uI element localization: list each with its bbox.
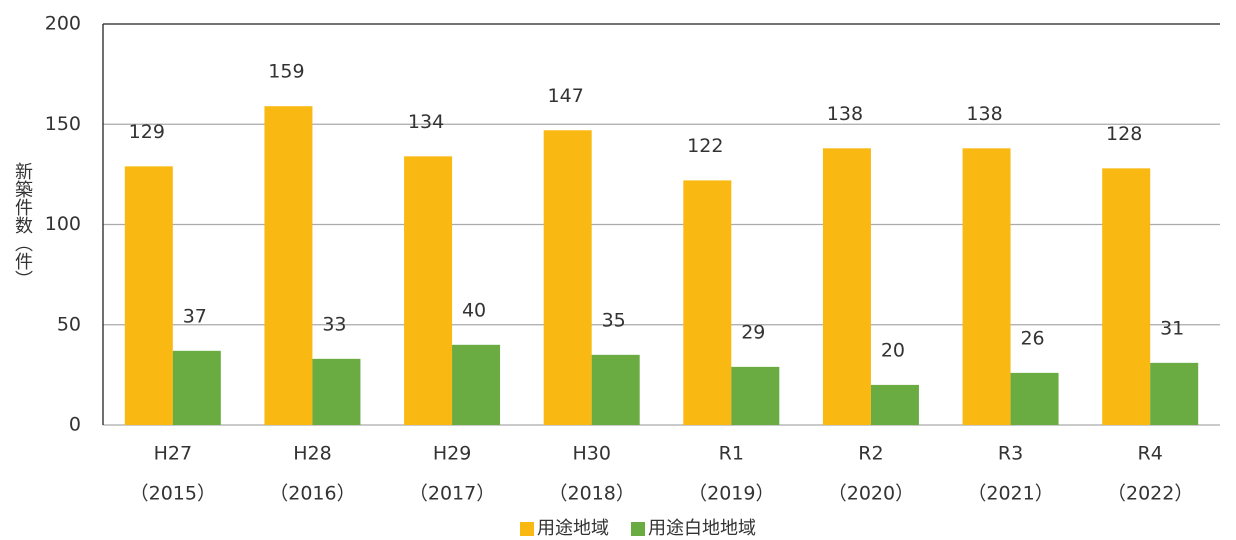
x-tick-label: R1 bbox=[719, 443, 744, 465]
bar bbox=[591, 354, 640, 425]
data-label: 122 bbox=[687, 135, 723, 157]
bar bbox=[1150, 362, 1199, 425]
x-tick-label: （2017） bbox=[409, 483, 495, 505]
x-tick-label: （2018） bbox=[549, 483, 635, 505]
x-tick-label: H29 bbox=[433, 443, 471, 465]
data-label: 128 bbox=[1106, 123, 1142, 145]
data-label: 31 bbox=[1160, 317, 1184, 339]
x-tick-label: R2 bbox=[858, 443, 883, 465]
bar bbox=[822, 148, 871, 425]
bar bbox=[1010, 372, 1059, 425]
bar bbox=[1102, 168, 1151, 426]
data-label: 20 bbox=[881, 339, 905, 361]
data-label: 147 bbox=[548, 85, 584, 107]
y-tick-label: 0 bbox=[69, 414, 81, 436]
legend-swatch bbox=[631, 522, 645, 536]
bar bbox=[312, 358, 361, 425]
data-label: 159 bbox=[268, 61, 304, 83]
data-label: 138 bbox=[827, 103, 863, 125]
data-label: 35 bbox=[602, 309, 626, 331]
data-label: 129 bbox=[129, 121, 165, 143]
y-tick-label: 150 bbox=[45, 113, 81, 135]
bar bbox=[683, 180, 732, 425]
x-tick-label: （2022） bbox=[1107, 483, 1193, 505]
data-label: 138 bbox=[966, 103, 1002, 125]
x-tick-label: R4 bbox=[1138, 443, 1163, 465]
data-label: 40 bbox=[462, 299, 486, 321]
x-tick-label: （2021） bbox=[967, 483, 1053, 505]
x-tick-label: H30 bbox=[572, 443, 610, 465]
bar bbox=[172, 350, 221, 425]
y-axis-label: 新築件数（件） bbox=[12, 162, 33, 288]
bar bbox=[404, 156, 453, 425]
bar bbox=[962, 148, 1011, 425]
x-tick-label: R3 bbox=[998, 443, 1023, 465]
x-tick-label: （2019） bbox=[688, 483, 774, 505]
y-tick-label: 100 bbox=[45, 213, 81, 235]
bar bbox=[543, 130, 592, 425]
data-label: 37 bbox=[183, 305, 207, 327]
bar bbox=[452, 344, 501, 425]
data-label: 33 bbox=[322, 313, 346, 335]
x-tick-label: （2020） bbox=[828, 483, 914, 505]
x-tick-label: H27 bbox=[154, 443, 192, 465]
x-tick-label: （2015） bbox=[130, 483, 216, 505]
bar bbox=[870, 384, 919, 425]
legend-label: 用途白地地域 bbox=[648, 518, 756, 539]
legend-label: 用途地域 bbox=[537, 518, 609, 539]
legend-swatch bbox=[520, 522, 534, 536]
y-tick-label: 50 bbox=[57, 313, 81, 335]
data-label: 134 bbox=[408, 111, 444, 133]
bar bbox=[124, 166, 173, 426]
bar bbox=[731, 366, 780, 425]
data-label: 29 bbox=[741, 321, 765, 343]
y-tick-label: 200 bbox=[45, 13, 81, 35]
x-tick-label: （2016） bbox=[269, 483, 355, 505]
x-tick-label: H28 bbox=[293, 443, 331, 465]
bar bbox=[264, 106, 313, 425]
data-label: 26 bbox=[1020, 327, 1044, 349]
